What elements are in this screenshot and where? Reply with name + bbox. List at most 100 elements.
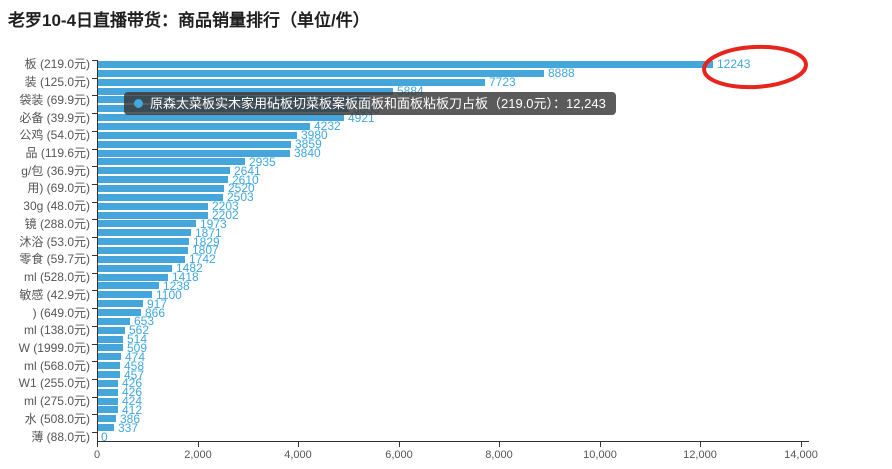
x-axis-tick bbox=[801, 442, 802, 447]
x-axis-tick-label: 6,000 bbox=[385, 449, 413, 461]
x-axis-tick bbox=[298, 442, 299, 447]
bar[interactable] bbox=[97, 141, 291, 148]
bar[interactable] bbox=[97, 132, 297, 139]
y-axis-label: 薄 (88.0元) bbox=[31, 430, 90, 444]
bar[interactable] bbox=[97, 424, 114, 431]
bar-value-label: 1238 bbox=[163, 279, 190, 293]
bar-value-label: 412 bbox=[122, 403, 143, 417]
bar[interactable] bbox=[97, 158, 245, 165]
bar-value-label: 1829 bbox=[193, 235, 220, 249]
bar[interactable] bbox=[97, 274, 168, 281]
y-axis-label: ml (528.0元) bbox=[23, 270, 90, 284]
tooltip: 原森太菜板实木家用砧板切菜板案板面板和面板粘板刀占板（219.0元）：12,24… bbox=[124, 92, 616, 115]
y-axis-tick bbox=[92, 379, 97, 380]
bar-value-label: 386 bbox=[120, 412, 141, 426]
bar[interactable] bbox=[97, 167, 230, 174]
y-axis-label: 公鸡 (54.0元) bbox=[19, 128, 90, 142]
chart-title: 老罗10-4日直播带货：商品销量排行（单位/件） bbox=[8, 11, 370, 30]
y-axis-tick bbox=[92, 113, 97, 114]
y-axis-label: 30g (48.0元) bbox=[23, 199, 90, 213]
x-axis-tick bbox=[600, 442, 601, 447]
bar[interactable] bbox=[97, 185, 224, 192]
bar[interactable] bbox=[97, 362, 120, 369]
y-axis-tick bbox=[92, 131, 97, 132]
bar-value-label: 424 bbox=[122, 394, 143, 408]
bar[interactable] bbox=[97, 203, 208, 210]
bar[interactable] bbox=[97, 212, 208, 219]
y-axis-label: ) (649.0元) bbox=[32, 306, 90, 320]
bar-value-label: 458 bbox=[124, 359, 145, 373]
x-axis-tick bbox=[499, 442, 500, 447]
bar[interactable] bbox=[97, 229, 191, 236]
x-axis-tick-label: 0 bbox=[93, 449, 101, 461]
y-axis-tick bbox=[92, 78, 97, 79]
bar[interactable] bbox=[97, 380, 118, 387]
bar[interactable] bbox=[97, 88, 393, 95]
bar[interactable] bbox=[97, 194, 223, 201]
x-axis-tick-label: 4,000 bbox=[284, 449, 312, 461]
bar-value-label: 1100 bbox=[156, 288, 182, 302]
y-axis-tick bbox=[92, 344, 97, 345]
bar[interactable] bbox=[97, 398, 118, 405]
bar[interactable] bbox=[97, 265, 172, 272]
y-axis-label: ml (275.0元) bbox=[23, 394, 90, 408]
bar-value-label: 866 bbox=[145, 306, 166, 320]
bar[interactable] bbox=[97, 150, 290, 157]
y-axis-line bbox=[97, 60, 98, 441]
y-axis-tick bbox=[92, 290, 97, 291]
bar-value-label: 4921 bbox=[348, 111, 375, 125]
bar-value-label: 3980 bbox=[301, 128, 328, 142]
bar[interactable] bbox=[97, 371, 120, 378]
bar[interactable] bbox=[97, 336, 123, 343]
y-axis-label: 板 (219.0元) bbox=[24, 57, 90, 71]
bar-value-label: 12243 bbox=[717, 57, 751, 71]
y-axis-tick bbox=[92, 219, 97, 220]
tooltip-text: 原森太菜板实木家用砧板切菜板案板面板和面板粘板刀占板（219.0元）：12,24… bbox=[150, 96, 606, 111]
bar[interactable] bbox=[97, 318, 130, 325]
bar[interactable] bbox=[97, 220, 196, 227]
bar[interactable] bbox=[97, 238, 189, 245]
bar[interactable] bbox=[97, 353, 121, 360]
y-axis-tick bbox=[92, 60, 97, 61]
y-axis-label: 必备 (39.9元) bbox=[19, 111, 90, 125]
bar[interactable] bbox=[97, 327, 125, 334]
bar-value-label: 562 bbox=[129, 323, 150, 337]
bar[interactable] bbox=[97, 309, 141, 316]
bar[interactable] bbox=[97, 389, 118, 396]
bar-value-label: 2641 bbox=[234, 164, 261, 178]
y-axis-tick bbox=[92, 202, 97, 203]
bar-value-label: 426 bbox=[122, 376, 143, 390]
bar-value-label: 8888 bbox=[548, 66, 575, 80]
bar[interactable] bbox=[97, 344, 123, 351]
bar[interactable] bbox=[97, 79, 485, 86]
bar-value-label: 2520 bbox=[228, 181, 255, 195]
bar-value-label: 4232 bbox=[314, 119, 341, 133]
y-axis-tick bbox=[92, 184, 97, 185]
bar[interactable] bbox=[97, 291, 152, 298]
bar[interactable] bbox=[97, 300, 143, 307]
bar-value-label: 1482 bbox=[176, 261, 203, 275]
bar[interactable] bbox=[97, 406, 118, 413]
y-axis-tick bbox=[92, 95, 97, 96]
bar-value-label: 7723 bbox=[489, 75, 516, 89]
bar-value-label: 1418 bbox=[172, 270, 199, 284]
bar[interactable] bbox=[97, 176, 228, 183]
bar[interactable] bbox=[97, 415, 116, 422]
bar[interactable] bbox=[97, 256, 185, 263]
bar-value-label: 474 bbox=[125, 350, 146, 364]
x-axis-tick-label: 8,000 bbox=[485, 449, 513, 461]
y-axis-label: 用) (69.0元) bbox=[27, 181, 90, 195]
y-axis-label: ml (138.0元) bbox=[23, 323, 90, 337]
y-axis-tick bbox=[92, 326, 97, 327]
bar[interactable] bbox=[97, 70, 544, 77]
bar[interactable] bbox=[97, 114, 344, 121]
bar[interactable] bbox=[97, 282, 159, 289]
bar-value-label: 917 bbox=[147, 297, 168, 311]
bar[interactable] bbox=[97, 123, 310, 130]
bar[interactable] bbox=[97, 61, 713, 68]
y-axis-label: 水 (508.0元) bbox=[24, 412, 90, 426]
bar[interactable] bbox=[97, 247, 188, 254]
bar-value-label: 1871 bbox=[195, 226, 222, 240]
y-axis-tick bbox=[92, 308, 97, 309]
